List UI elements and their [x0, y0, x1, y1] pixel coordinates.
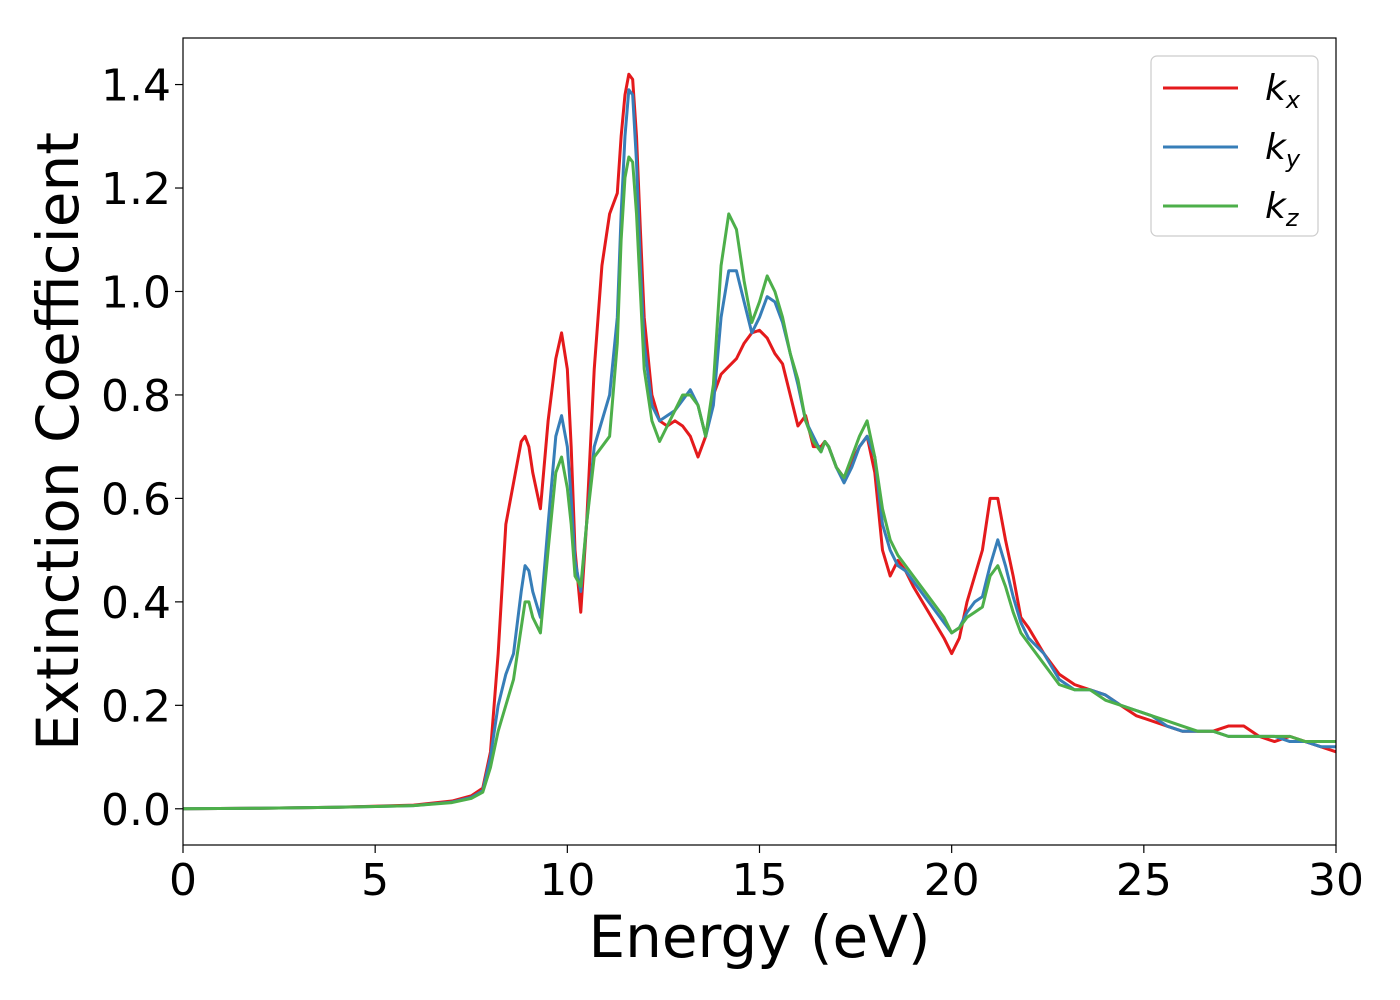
x-axis-label: Energy (eV) — [588, 903, 930, 971]
legend: kx ky kz — [1150, 55, 1319, 237]
y-tick-label: 1.4 — [101, 61, 171, 112]
y-axis: 0.0 0.2 0.4 0.6 0.8 1.0 1.2 1.4 — [101, 61, 183, 836]
x-tick-label: 10 — [539, 855, 595, 906]
legend-label-y: ky — [1265, 127, 1301, 173]
series-line-x — [183, 72, 1336, 811]
y-tick-label: 1.2 — [101, 164, 171, 215]
legend-label-x: kx — [1265, 68, 1301, 114]
legend-label-z: kz — [1265, 186, 1300, 232]
y-tick-label: 0.6 — [101, 474, 171, 525]
y-tick-label: 0.0 — [101, 785, 171, 836]
x-tick-label: 15 — [732, 855, 788, 906]
y-tick-label: 1.0 — [101, 267, 171, 318]
x-tick-label: 20 — [924, 855, 980, 906]
y-tick-label: 0.4 — [101, 578, 171, 629]
series-lines — [183, 72, 1336, 811]
y-tick-label: 0.2 — [101, 681, 171, 732]
y-tick-label: 0.8 — [101, 371, 171, 422]
x-tick-label: 30 — [1308, 855, 1364, 906]
y-axis-label: Extinction Coefficient — [24, 132, 92, 751]
series-line-z — [183, 155, 1336, 811]
x-tick-label: 5 — [361, 855, 389, 906]
x-axis: 0 5 10 15 20 25 30 — [169, 845, 1364, 906]
x-tick-label: 0 — [169, 855, 197, 906]
x-tick-label: 25 — [1116, 855, 1172, 906]
